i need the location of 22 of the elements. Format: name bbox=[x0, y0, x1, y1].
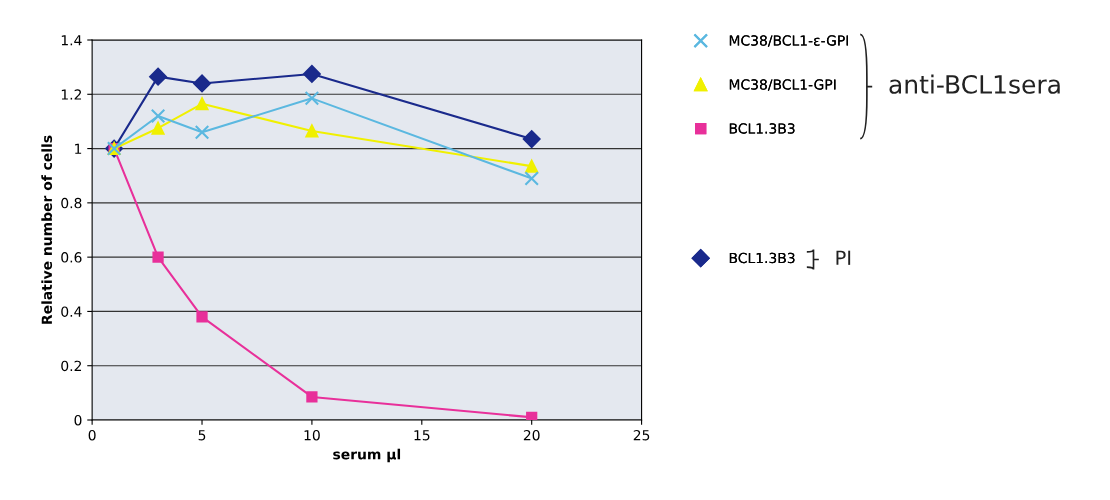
y-axis-title: Relative number of cells bbox=[41, 135, 53, 324]
y-tick-label: 0.6 bbox=[61, 252, 82, 263]
x-tick-label: 10 bbox=[304, 429, 320, 441]
y-tick-label: 0.2 bbox=[61, 360, 82, 372]
y-tick-label: 1.2 bbox=[61, 89, 82, 100]
x-tick-label: 15 bbox=[414, 430, 430, 441]
y-tick-label: 0.8 bbox=[61, 197, 82, 209]
x-tick-label: 5 bbox=[198, 430, 206, 441]
x-tick-label: 0 bbox=[88, 429, 96, 441]
text: anti-BCL1sera bbox=[889, 74, 1060, 94]
x-tick-label: 20 bbox=[523, 429, 540, 441]
legend-label: BCL1.3B3 bbox=[729, 252, 795, 264]
x-tick-label: 25 bbox=[633, 429, 650, 441]
y-tick-label: 1.4 bbox=[61, 35, 82, 46]
text: PI bbox=[836, 250, 851, 265]
x-axis-title: serum µl bbox=[333, 448, 401, 463]
legend-label: MC38/BCL1-ε-GPI bbox=[729, 35, 848, 47]
legend-label: BCL1.3B3 bbox=[729, 123, 795, 134]
legend-label: MC38/BCL1-GPI bbox=[729, 79, 836, 91]
y-tick-label: 0 bbox=[74, 414, 82, 426]
y-tick-label: 0.4 bbox=[61, 306, 82, 317]
y-tick-label: 1 bbox=[75, 143, 82, 154]
